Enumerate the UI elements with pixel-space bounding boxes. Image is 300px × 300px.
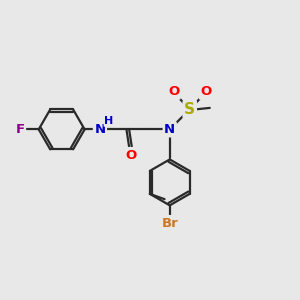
- Text: N: N: [94, 123, 106, 136]
- Text: N: N: [164, 123, 175, 136]
- Text: F: F: [15, 123, 24, 136]
- Text: Br: Br: [161, 217, 178, 230]
- Text: H: H: [104, 116, 113, 126]
- Text: O: O: [200, 85, 211, 98]
- Text: S: S: [184, 102, 195, 117]
- Text: O: O: [125, 148, 136, 161]
- Text: O: O: [168, 85, 179, 98]
